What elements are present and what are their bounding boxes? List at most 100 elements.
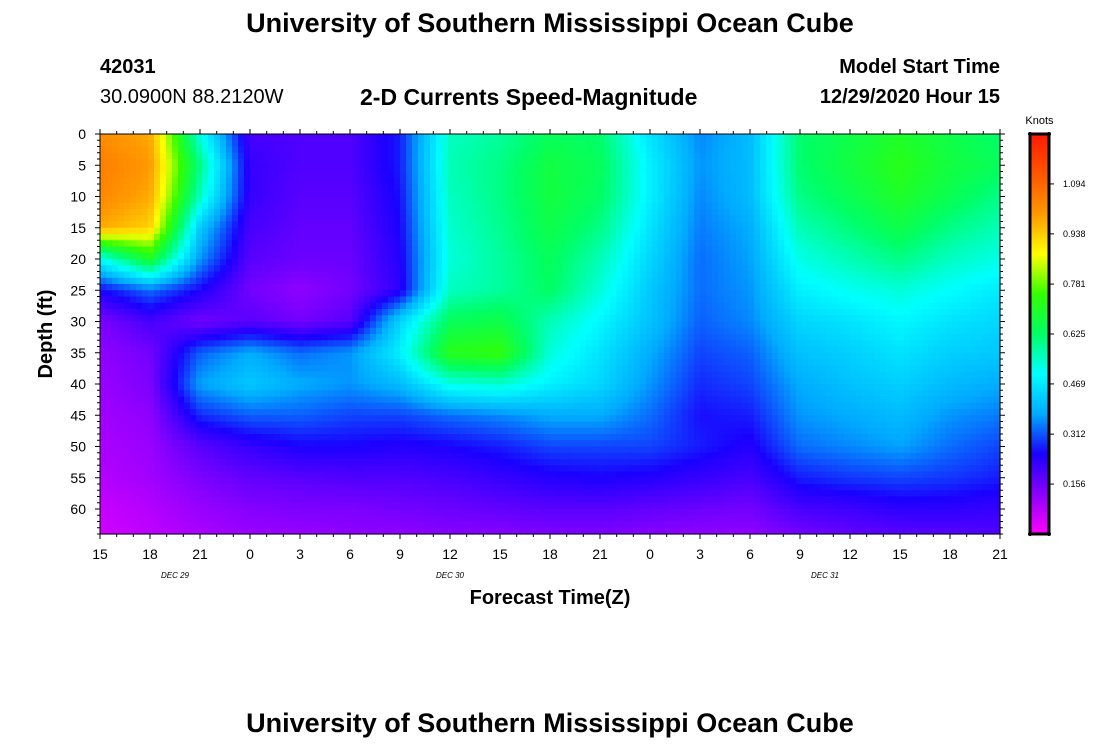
heatmap-cell	[184, 152, 191, 160]
heatmap-cell	[610, 240, 617, 248]
heatmap-cell	[394, 184, 401, 191]
heatmap-cell	[784, 215, 791, 223]
heatmap-cell	[574, 302, 581, 310]
heatmap-cell	[796, 215, 803, 223]
heatmap-cell	[574, 215, 581, 223]
heatmap-cell	[712, 259, 719, 266]
heatmap-cell	[382, 334, 389, 341]
heatmap-cell	[154, 165, 161, 173]
heatmap-cell	[796, 296, 803, 304]
heatmap-cell	[826, 184, 833, 191]
heatmap-cell	[904, 190, 911, 198]
heatmap-cell	[766, 327, 773, 335]
heatmap-cell	[616, 259, 623, 266]
heatmap-cell	[532, 190, 539, 198]
heatmap-cell	[478, 246, 485, 254]
heatmap-cell	[652, 240, 659, 248]
heatmap-cell	[736, 302, 743, 310]
heatmap-cell	[580, 309, 587, 316]
heatmap-cell	[952, 221, 959, 229]
heatmap-cell	[718, 152, 725, 160]
heatmap-cell	[208, 221, 215, 229]
heatmap-cell	[886, 277, 893, 285]
heatmap-cell	[496, 159, 503, 166]
heatmap-cell	[640, 284, 647, 291]
heatmap-cell	[850, 165, 857, 173]
heatmap-cell	[202, 334, 209, 341]
heatmap-cell	[466, 284, 473, 291]
heatmap-cell	[808, 271, 815, 279]
heatmap-cell	[448, 246, 455, 254]
heatmap-cell	[100, 215, 107, 223]
heatmap-cell	[580, 146, 587, 154]
heatmap-cell	[196, 240, 203, 248]
heatmap-cell	[682, 290, 689, 298]
heatmap-cell	[844, 290, 851, 298]
heatmap-cell	[826, 309, 833, 316]
heatmap-cell	[394, 334, 401, 341]
heatmap-cell	[196, 259, 203, 266]
heatmap-cell	[952, 159, 959, 166]
heatmap-cell	[358, 227, 365, 235]
heatmap-cell	[808, 209, 815, 216]
heatmap-cell	[784, 159, 791, 166]
heatmap-cell	[298, 296, 305, 304]
heatmap-cell	[472, 159, 479, 166]
heatmap-cell	[328, 190, 335, 198]
heatmap-cell	[436, 171, 443, 179]
heatmap-cell	[334, 309, 341, 316]
heatmap-cell	[658, 209, 665, 216]
heatmap-cell	[562, 271, 569, 279]
heatmap-cell	[832, 177, 839, 185]
heatmap-cell	[736, 165, 743, 173]
heatmap-cell	[274, 159, 281, 166]
heatmap-cell	[478, 302, 485, 310]
heatmap-cell	[754, 290, 761, 298]
heatmap-cell	[898, 284, 905, 291]
heatmap-cell	[892, 140, 899, 148]
heatmap-cell	[424, 190, 431, 198]
heatmap-cell	[958, 290, 965, 298]
heatmap-cell	[268, 177, 275, 185]
heatmap-cell	[856, 190, 863, 198]
heatmap-cell	[640, 315, 647, 323]
heatmap-cell	[730, 190, 737, 198]
heatmap-cell	[514, 321, 521, 329]
heatmap-cell	[196, 309, 203, 316]
heatmap-cell	[460, 159, 467, 166]
heatmap-cell	[856, 321, 863, 329]
heatmap-cell	[616, 334, 623, 341]
heatmap-cell	[670, 177, 677, 185]
heatmap-cell	[442, 259, 449, 266]
heatmap-cell	[772, 234, 779, 241]
heatmap-cell	[832, 221, 839, 229]
heatmap-cell	[850, 259, 857, 266]
heatmap-cell	[586, 227, 593, 235]
heatmap-cell	[856, 252, 863, 260]
heatmap-cell	[826, 296, 833, 304]
heatmap-cell	[946, 284, 953, 291]
heatmap-cell	[166, 165, 173, 173]
heatmap-cell	[916, 321, 923, 329]
heatmap-cell	[556, 271, 563, 279]
heatmap-cell	[808, 196, 815, 204]
heatmap-cell	[946, 209, 953, 216]
heatmap-cell	[532, 265, 539, 273]
heatmap-cell	[586, 302, 593, 310]
heatmap-cell	[898, 221, 905, 229]
heatmap-cell	[940, 190, 947, 198]
heatmap-cell	[964, 196, 971, 204]
heatmap-cell	[106, 290, 113, 298]
heatmap-cell	[784, 271, 791, 279]
heatmap-cell	[166, 265, 173, 273]
heatmap-cell	[154, 152, 161, 160]
heatmap-cell	[298, 165, 305, 173]
heatmap-cell	[544, 296, 551, 304]
heatmap-cell	[952, 209, 959, 216]
heatmap-cell	[910, 240, 917, 248]
heatmap-cell	[226, 252, 233, 260]
heatmap-cell	[922, 177, 929, 185]
heatmap-cell	[604, 202, 611, 210]
heatmap-cell	[826, 165, 833, 173]
heatmap-cell	[238, 252, 245, 260]
